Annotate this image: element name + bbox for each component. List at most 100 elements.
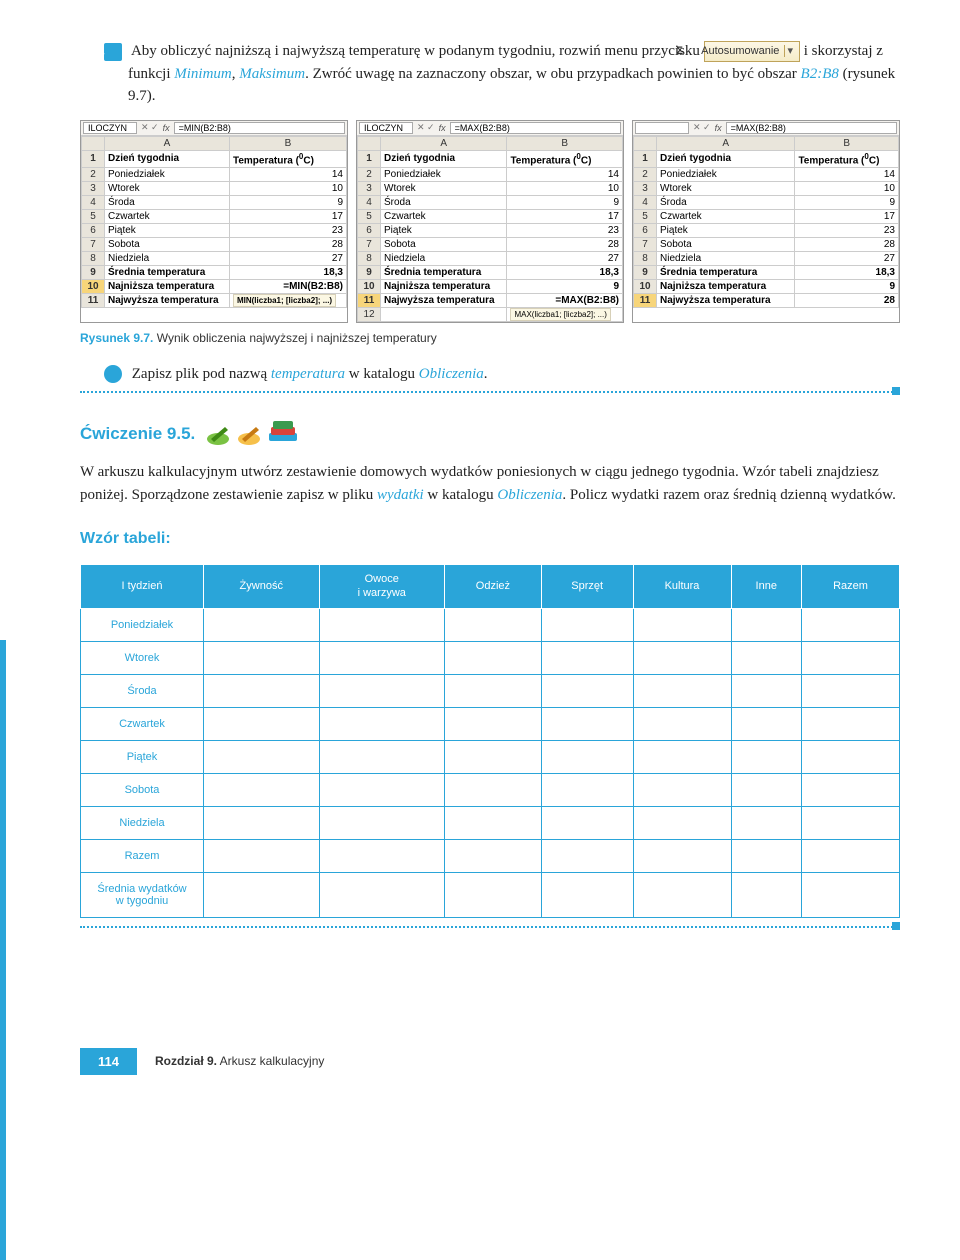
step5-para: 5 Zapisz plik pod nazwą temperatura w ka… [104, 363, 900, 386]
wzor-cell [801, 839, 899, 872]
hdr-day: Dzień tygodnia [105, 150, 230, 167]
wzor-cell [731, 707, 801, 740]
wzor-cell [541, 872, 633, 917]
wzor-row: Piątek [81, 740, 900, 773]
wzor-cell [541, 839, 633, 872]
ex-body-c: . Policz wydatki razem oraz średnią dzie… [562, 487, 896, 503]
sheet-table: AB 1Dzień tygodniaTemperatura (0C) 2Poni… [81, 136, 347, 308]
exercise-title: Ćwiczenie 9.5. [80, 421, 900, 447]
wzor-row: Wtorek [81, 641, 900, 674]
wzor-cell [801, 608, 899, 641]
exercise-icons [205, 421, 300, 447]
step5-text-a: Zapisz plik pod nazwą [132, 366, 267, 382]
formula-input: =MIN(B2:B8) [174, 122, 345, 134]
step5-text-b: w katalogu [349, 366, 415, 382]
wzor-cell [319, 641, 445, 674]
wzor-row-label: Wtorek [81, 641, 204, 674]
fx-icon: fx [715, 123, 722, 133]
dotted-separator-2 [80, 926, 900, 928]
wzor-h-1: Żywność [204, 565, 320, 608]
wzor-cell [541, 641, 633, 674]
wzor-cell [204, 608, 320, 641]
wzor-cell [801, 641, 899, 674]
wzor-cell [633, 608, 731, 641]
step5-num: 5 [104, 365, 122, 383]
wzor-cell [541, 608, 633, 641]
wzor-cell [801, 773, 899, 806]
wzor-row: Poniedziałek [81, 608, 900, 641]
wzor-h-4: Sprzęt [541, 565, 633, 608]
wzor-row: Niedziela [81, 806, 900, 839]
wzor-cell [633, 740, 731, 773]
wzor-h-2: Owocei warzywa [319, 565, 445, 608]
sigma-icon: Σ [685, 43, 699, 60]
wzor-cell [731, 872, 801, 917]
wzor-cell [633, 674, 731, 707]
wzor-row: Czwartek [81, 707, 900, 740]
sheet-table: AB 1Dzień tygodniaTemperatura (0C) 2Poni… [633, 136, 899, 308]
wzor-cell [445, 674, 542, 707]
sidebar-accent [0, 640, 6, 1260]
page-footer: 114 Rozdział 9. Arkusz kalkulacyjny [80, 1048, 900, 1075]
col-a: A [105, 136, 230, 150]
formula-input: =MAX(B2:B8) [726, 122, 897, 134]
range-ref: B2:B8 [801, 66, 839, 82]
wzor-row: Środa [81, 674, 900, 707]
autosum-label: Autosumowanie [701, 45, 779, 57]
wzor-cell [541, 740, 633, 773]
wzor-cell [731, 839, 801, 872]
chapter-label: Rozdział 9. Arkusz kalkulacyjny [155, 1054, 324, 1068]
wzor-h-7: Razem [801, 565, 899, 608]
wzor-cell [541, 674, 633, 707]
wzor-cell [731, 740, 801, 773]
wzor-cell [319, 674, 445, 707]
wzor-h-6: Inne [731, 565, 801, 608]
wzor-cell [319, 707, 445, 740]
wzor-cell [801, 674, 899, 707]
wzor-row-label: Razem [81, 839, 204, 872]
spreadsheet-triplet: ILOCZYN ✕ ✓ fx =MIN(B2:B8) AB 1Dzień tyg… [80, 120, 900, 323]
chapter-rest: Arkusz kalkulacyjny [220, 1054, 325, 1068]
sheet-2: ILOCZYN ✕ ✓ fx =MAX(B2:B8) AB 1Dzień tyg… [356, 120, 624, 323]
wzor-cell [445, 707, 542, 740]
step4-num: 4 [104, 43, 122, 61]
formula-bar: ILOCZYN ✕ ✓ fx =MIN(B2:B8) [81, 121, 347, 136]
pen-green-icon [205, 421, 231, 447]
step5-folder: Obliczenia [419, 366, 484, 382]
wzor-cell [801, 707, 899, 740]
wzor-cell [445, 740, 542, 773]
step4-text-c: Zwróć uwagę na zaznaczony obszar, w obu … [313, 66, 797, 82]
wzor-row-label: Czwartek [81, 707, 204, 740]
wzor-row-label: Sobota [81, 773, 204, 806]
fn-minimum: Minimum [174, 66, 232, 82]
wzor-cell [319, 839, 445, 872]
wzor-cell [731, 608, 801, 641]
dotted-separator [80, 391, 900, 393]
wzor-cell [204, 740, 320, 773]
page-number: 114 [80, 1048, 137, 1075]
wzor-cell [204, 773, 320, 806]
wzor-cell [801, 872, 899, 917]
fn-maksimum: Maksimum [239, 66, 305, 82]
wzor-cell [445, 608, 542, 641]
wzor-cell [801, 806, 899, 839]
step5-fname: temperatura [271, 366, 345, 382]
wzor-cell [319, 608, 445, 641]
figure-caption: Rysunek 9.7. Wynik obliczenia najwyższej… [80, 331, 900, 345]
wzor-cell [204, 674, 320, 707]
ex-fname: wydatki [377, 487, 424, 503]
step4-para: 4 Aby obliczyć najniższą i najwyższą tem… [104, 40, 900, 108]
wzor-row-label: Poniedziałek [81, 608, 204, 641]
wzor-cell [541, 707, 633, 740]
wzor-cell [319, 773, 445, 806]
wzor-cell [445, 872, 542, 917]
exercise-body: W arkuszu kalkulacyjnym utwórz zestawien… [80, 461, 900, 506]
dropdown-arrow-icon: ▾ [784, 45, 795, 57]
wzor-title: Wzór tabeli: [80, 530, 900, 548]
wzor-row: Sobota [81, 773, 900, 806]
wzor-row-label: Piątek [81, 740, 204, 773]
col-b: B [229, 136, 346, 150]
wzor-header-row: I tydzień Żywność Owocei warzywa Odzież … [81, 565, 900, 608]
name-box: ILOCZYN [83, 122, 137, 134]
formula-bar: ✕ ✓ fx =MAX(B2:B8) [633, 121, 899, 136]
